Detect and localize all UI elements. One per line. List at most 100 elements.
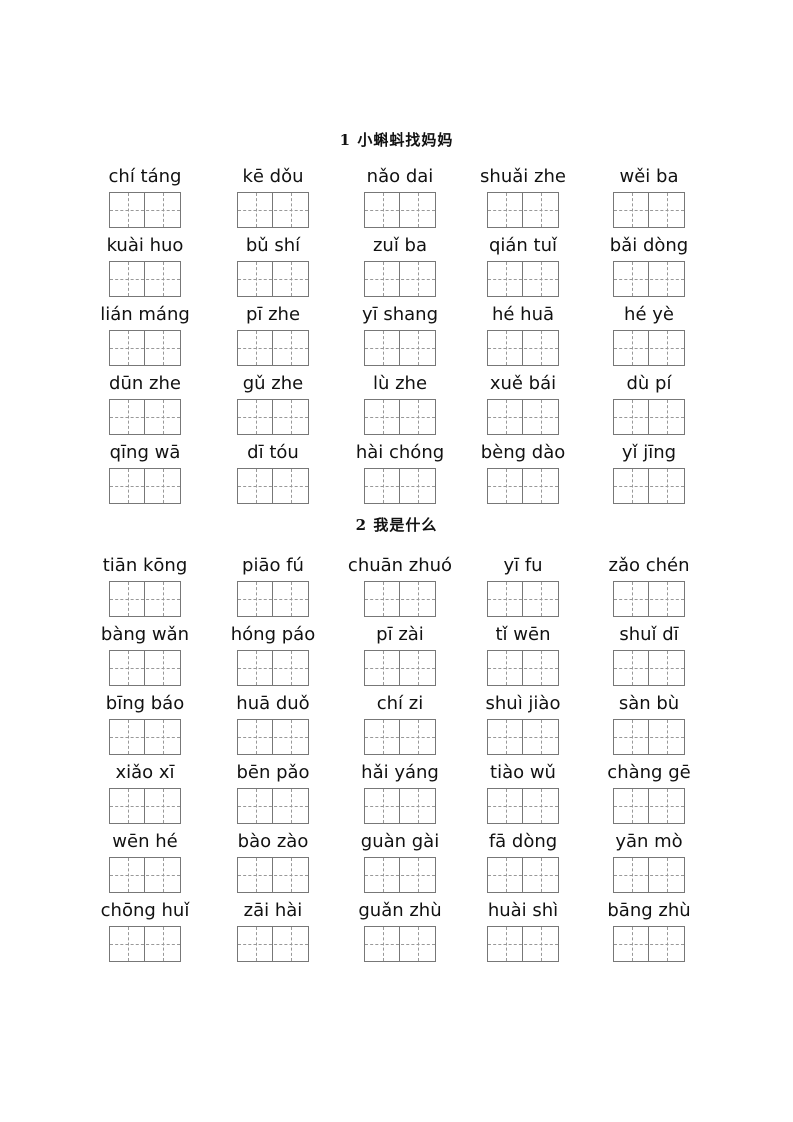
writing-box[interactable] (109, 468, 181, 504)
word-item: hài chóng (335, 439, 465, 504)
word-item: kuài huo (80, 232, 210, 297)
word-item: chí zi (335, 690, 465, 755)
writing-box[interactable] (487, 857, 559, 893)
pinyin-label: xuě bái (489, 373, 557, 394)
pinyin-label: tiào wǔ (490, 762, 556, 783)
pinyin-label: dī tóu (247, 442, 299, 463)
word-row: qīng wā dī tóu hài chóng bèng dào yǐ jīng (0, 439, 793, 508)
writing-box[interactable] (364, 926, 436, 962)
writing-box[interactable] (613, 261, 685, 297)
writing-box[interactable] (237, 581, 309, 617)
pinyin-label: hóng páo (230, 624, 316, 645)
word-item: fā dòng (458, 828, 588, 893)
word-item: huài shì (458, 897, 588, 962)
pinyin-label: huài shì (487, 900, 559, 921)
writing-box[interactable] (237, 330, 309, 366)
pinyin-label: zuǐ ba (372, 235, 428, 256)
writing-box[interactable] (237, 650, 309, 686)
writing-box[interactable] (237, 192, 309, 228)
word-item: sàn bù (584, 690, 714, 755)
word-item: bǔ shí (208, 232, 338, 297)
writing-box[interactable] (109, 399, 181, 435)
pinyin-label: pī zhe (245, 304, 301, 325)
writing-box[interactable] (364, 192, 436, 228)
writing-box[interactable] (613, 192, 685, 228)
writing-box[interactable] (487, 399, 559, 435)
writing-box[interactable] (237, 719, 309, 755)
word-item: xuě bái (458, 370, 588, 435)
writing-box[interactable] (613, 330, 685, 366)
writing-box[interactable] (613, 857, 685, 893)
writing-box[interactable] (364, 261, 436, 297)
writing-box[interactable] (487, 330, 559, 366)
pinyin-label: guàn gài (360, 831, 440, 852)
pinyin-label: yǐ jīng (621, 442, 677, 463)
writing-box[interactable] (613, 581, 685, 617)
pinyin-label: xiǎo xī (115, 762, 175, 783)
writing-box[interactable] (364, 399, 436, 435)
writing-box[interactable] (109, 261, 181, 297)
word-item: tiào wǔ (458, 759, 588, 824)
writing-box[interactable] (364, 468, 436, 504)
writing-box[interactable] (109, 581, 181, 617)
writing-box[interactable] (237, 399, 309, 435)
writing-box[interactable] (237, 926, 309, 962)
section-1-title: 1 小蝌蚪找妈妈 (339, 131, 454, 149)
writing-box[interactable] (109, 788, 181, 824)
writing-box[interactable] (364, 788, 436, 824)
pinyin-label: zāi hài (243, 900, 303, 921)
writing-box[interactable] (487, 192, 559, 228)
writing-box[interactable] (364, 857, 436, 893)
word-item: bēn pǎo (208, 759, 338, 824)
word-item: tǐ wēn (458, 621, 588, 686)
writing-box[interactable] (109, 926, 181, 962)
writing-box[interactable] (109, 330, 181, 366)
pinyin-label: bàng wǎn (100, 624, 190, 645)
writing-box[interactable] (613, 788, 685, 824)
pinyin-label: yān mò (615, 831, 683, 852)
pinyin-label: kē dǒu (242, 166, 304, 187)
word-row: xiǎo xī bēn pǎo hǎi yáng tiào wǔ chàng gē (0, 759, 793, 828)
section-2-title: 2 我是什么 (355, 516, 438, 534)
word-item: wēn hé (80, 828, 210, 893)
writing-box[interactable] (109, 719, 181, 755)
pinyin-label: chí táng (108, 166, 182, 187)
writing-box[interactable] (487, 719, 559, 755)
word-item: piāo fú (208, 552, 338, 617)
writing-box[interactable] (364, 330, 436, 366)
writing-box[interactable] (613, 468, 685, 504)
word-row: chí táng kē dǒu nǎo dai shuǎi zhe wěi ba (0, 163, 793, 232)
word-item: huā duǒ (208, 690, 338, 755)
pinyin-label: wěi ba (619, 166, 679, 187)
word-item: qīng wā (80, 439, 210, 504)
writing-box[interactable] (109, 192, 181, 228)
writing-box[interactable] (237, 468, 309, 504)
writing-box[interactable] (237, 857, 309, 893)
writing-box[interactable] (487, 926, 559, 962)
writing-box[interactable] (364, 581, 436, 617)
writing-box[interactable] (613, 650, 685, 686)
writing-box[interactable] (487, 468, 559, 504)
pinyin-label: qīng wā (109, 442, 181, 463)
writing-box[interactable] (487, 261, 559, 297)
writing-box[interactable] (237, 788, 309, 824)
word-item: wěi ba (584, 163, 714, 228)
pinyin-label: nǎo dai (366, 166, 434, 187)
writing-box[interactable] (487, 581, 559, 617)
writing-box[interactable] (364, 719, 436, 755)
word-item: chuān zhuó (335, 552, 465, 617)
writing-box[interactable] (613, 926, 685, 962)
word-item: guàn gài (335, 828, 465, 893)
pinyin-label: fā dòng (488, 831, 558, 852)
writing-box[interactable] (613, 719, 685, 755)
writing-box[interactable] (109, 857, 181, 893)
writing-box[interactable] (364, 650, 436, 686)
writing-box[interactable] (487, 650, 559, 686)
pinyin-label: lù zhe (372, 373, 428, 394)
writing-box[interactable] (613, 399, 685, 435)
pinyin-label: hé yè (624, 304, 674, 325)
pinyin-label: bāng zhù (607, 900, 691, 921)
writing-box[interactable] (487, 788, 559, 824)
writing-box[interactable] (109, 650, 181, 686)
writing-box[interactable] (237, 261, 309, 297)
